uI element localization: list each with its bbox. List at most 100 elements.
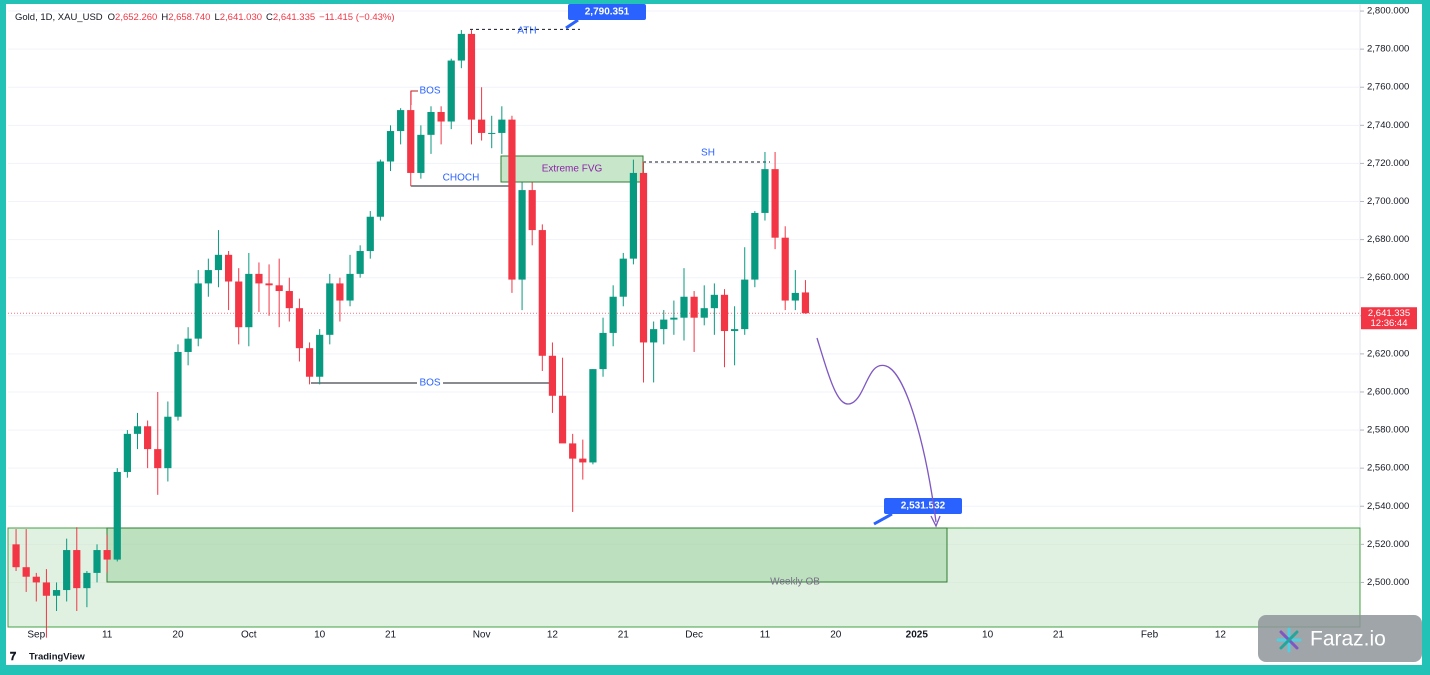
bos-lower-label: BOS [419,378,440,389]
candle-body [164,416,172,469]
x-tick-label: 10 [314,630,326,641]
candle-body [174,351,182,417]
y-tick-label: 2,500.000 [1367,577,1409,588]
x-tick-label: 12 [1215,630,1227,641]
candle-body [508,119,516,280]
candle-body [295,308,304,349]
x-tick-label: Oct [241,630,257,641]
candle-body [103,550,111,560]
candle-body [761,169,769,213]
candle-body [791,292,799,301]
y-tick-label: 2,760.000 [1367,82,1409,93]
candle-body [437,111,445,122]
candle-body [265,283,273,286]
candle-body [255,273,263,284]
sh-label: SH [701,148,715,159]
symbol: Gold, 1D, XAU_USD [15,12,103,23]
candle-body [376,161,384,217]
candle-body [477,119,486,133]
ath-price-box [568,4,646,20]
x-tick-label: Feb [1141,630,1159,641]
candle-body [366,216,374,252]
candle-body [589,369,597,463]
choch-label: CHOCH [443,173,480,184]
candle-body [629,172,637,259]
candle-body [305,348,314,377]
candle-body [326,283,334,335]
candle-body [83,572,91,589]
y-tick-label: 2,660.000 [1367,272,1409,283]
candle-body [720,294,729,332]
candle-body [336,283,344,301]
candle-body [144,426,152,450]
candle-body [73,550,81,589]
y-tick-label: 2,740.000 [1367,120,1409,131]
y-tick-label: 2,800.000 [1367,6,1409,17]
candle-body [386,131,395,162]
candle-body [619,258,627,297]
candle-body [538,230,546,356]
y-tick-label: 2,680.000 [1367,234,1409,245]
watermark-box [1258,615,1422,662]
candle-body [660,319,668,330]
candle-body [316,334,324,377]
fvg-label: Extreme FVG [542,164,603,175]
bos-upper-label: BOS [419,86,440,97]
candle-body [731,329,739,332]
x-tick-label: 12 [547,630,559,641]
x-tick-label: Nov [473,630,491,641]
y-tick-label: 2,580.000 [1367,425,1409,436]
candle-body [93,550,101,573]
candle-body [741,279,749,330]
candle-body [488,132,496,134]
candle-body [113,471,121,560]
candle-body [710,294,718,309]
y-tick-label: 2,780.000 [1367,44,1409,55]
candle-body [245,273,253,328]
candle-body [498,119,506,133]
candle-body [639,172,648,343]
candle-body [801,292,810,314]
candle-body [12,544,20,568]
x-tick-label: 10 [982,630,994,641]
countdown: 12:36:44 [1371,318,1408,329]
y-tick-label: 2,520.000 [1367,539,1409,550]
y-tick-label: 2,600.000 [1367,386,1409,397]
ohlc-value: 2,641.335 [273,12,315,23]
x-tick-label: 11 [102,630,113,641]
ohlc-value: 2,658.740 [168,12,210,23]
candle-body [609,296,617,333]
legend-header: Gold, 1D, XAU_USD O2,652.260 H2,658.740 L2,… [15,12,395,23]
candle-body [63,550,71,591]
candle-body [346,273,354,301]
candle-body [22,567,30,577]
target-tail [873,512,893,526]
x-tick-label: 21 [618,630,630,641]
change: −11.415 (−0.43%) [319,12,394,23]
candle-body [133,426,142,434]
candle-body [558,395,567,444]
ath-price-label: 2,790.351 [585,7,630,18]
x-tick-label: 20 [172,630,184,641]
candle-body [204,270,212,284]
ohlc-key: L [214,12,219,23]
candle-body [52,590,61,596]
candle-body [154,449,162,469]
x-tick-label: 11 [760,630,771,641]
candle-body [214,254,223,271]
y-tick-label: 2,720.000 [1367,158,1409,169]
candle-body [123,433,131,472]
candle-body [528,190,536,231]
candle-body [397,110,405,132]
candle-body [579,458,587,463]
candle-body [771,169,779,238]
candle-body [467,33,476,120]
ohlc-value: 2,641.030 [220,12,262,23]
candle-body [781,237,789,301]
watermark-text: Faraz.io [1310,628,1386,651]
ath-price-tail [565,18,579,30]
candle-body [184,338,192,352]
candle-body [224,254,233,282]
